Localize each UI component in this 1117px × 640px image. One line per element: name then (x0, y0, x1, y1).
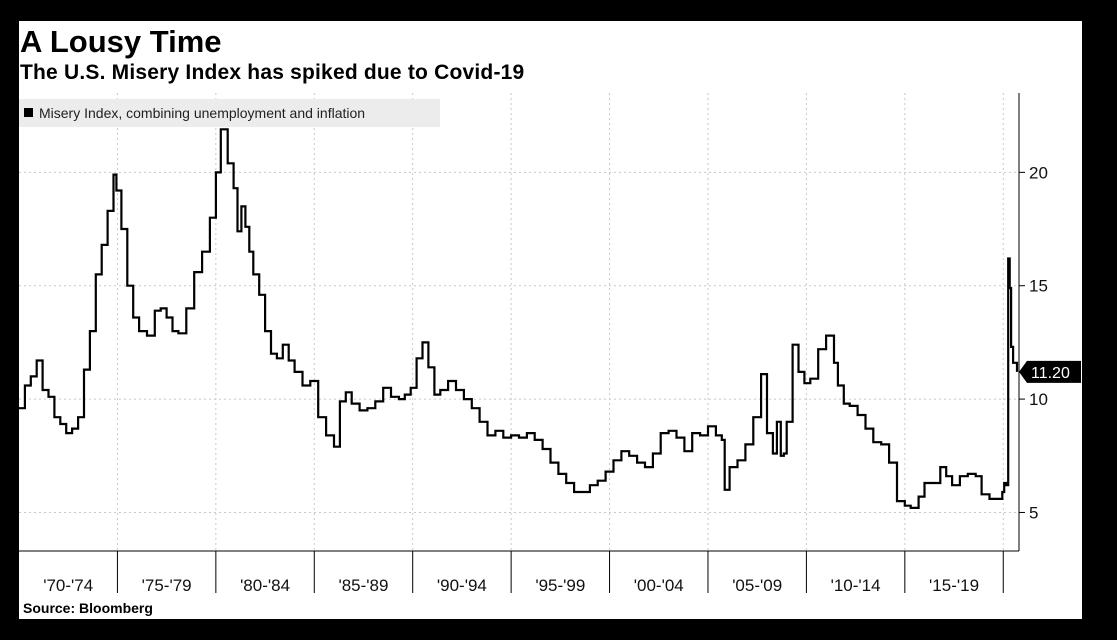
source-note: Source: Bloomberg (23, 600, 153, 616)
x-tick-label: '95-'99 (535, 576, 585, 595)
x-tick-label: '80-'84 (240, 576, 290, 595)
chart-title: A Lousy Time (20, 24, 222, 59)
legend-label: Misery Index, combining unemployment and… (39, 105, 365, 121)
last-value-marker: 11.20 (1019, 360, 1081, 383)
x-tick-label: '15-'19 (929, 576, 979, 595)
chart-panel: '70-'74 '75-'79 '80-'84 '85-'89 '90-'94 '95-'… (19, 21, 1082, 619)
x-tick-label: '85-'89 (338, 576, 388, 595)
x-tick-label: '90-'94 (437, 576, 487, 595)
chart-subtitle: The U.S. Misery Index has spiked due to … (20, 61, 525, 84)
y-tick-label: 10 (1029, 390, 1048, 409)
x-axis: '70-'74 '75-'79 '80-'84 '85-'89 '90-'94 '95-'… (19, 550, 1019, 595)
y-tick-label: 5 (1029, 503, 1038, 522)
misery-index-chart: '70-'74 '75-'79 '80-'84 '85-'89 '90-'94 '95-'… (19, 93, 1081, 595)
legend-swatch (24, 108, 33, 117)
y-tick-label: 20 (1029, 163, 1048, 182)
series-layer (19, 128, 1019, 509)
y-tick-label: 15 (1029, 277, 1048, 296)
y-axis: 5 10 15 20 (1018, 93, 1048, 551)
x-tick-label: '10-'14 (831, 576, 881, 595)
last-value-badge (1019, 360, 1081, 383)
grid-lines (19, 93, 1019, 551)
x-tick-label: '00-'04 (634, 576, 684, 595)
x-tick-label: '75-'79 (142, 576, 192, 595)
series-line (19, 128, 1019, 509)
last-value-label: 11.20 (1031, 365, 1070, 382)
x-tick-label: '05-'09 (732, 576, 782, 595)
legend: Misery Index, combining unemployment and… (19, 99, 440, 127)
x-tick-label: '70-'74 (43, 576, 93, 595)
legend-background (19, 99, 440, 127)
